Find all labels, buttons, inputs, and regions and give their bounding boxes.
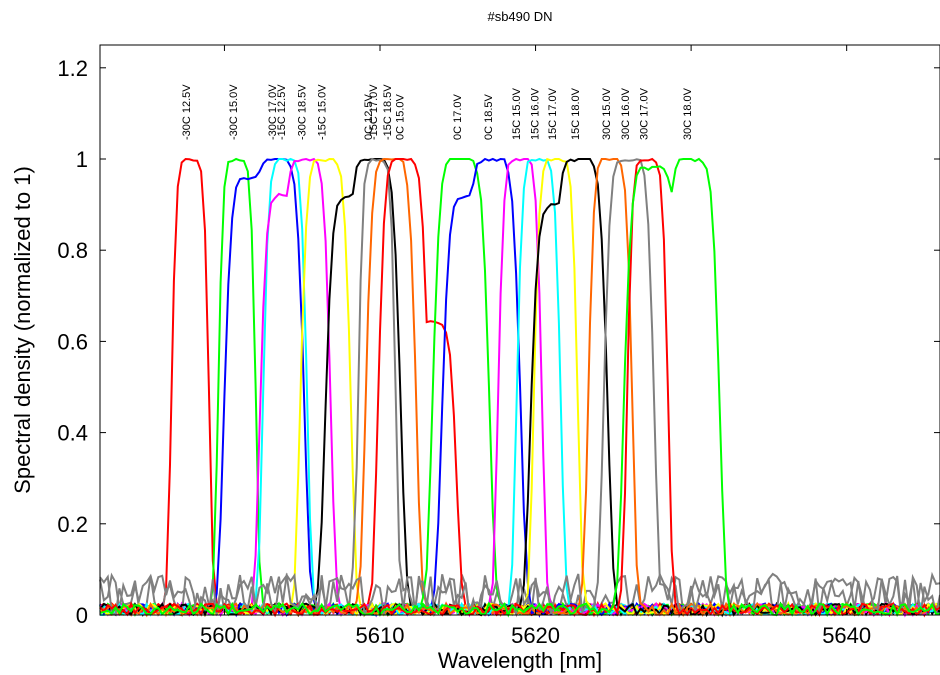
chart-title: #sb490 DN <box>487 9 552 24</box>
x-tick-label: 5630 <box>667 623 716 648</box>
series-label-11: 0C 17.0V <box>452 93 464 140</box>
y-tick-label: 0.6 <box>57 329 88 354</box>
y-tick-label: 1 <box>76 147 88 172</box>
series-label-17: 30C 15.0V <box>601 87 613 140</box>
y-tick-label: 0.8 <box>57 238 88 263</box>
series-label-1: -30C 12.5V <box>181 84 193 140</box>
series-label-15: 15C 17.0V <box>547 87 559 140</box>
plot-frame <box>99 44 940 616</box>
x-axis-label: Wavelength [nm] <box>438 648 602 673</box>
x-tick-label: 5600 <box>200 623 249 648</box>
series-label-5: -30C 18.5V <box>296 84 308 140</box>
series-line-18 <box>99 158 940 619</box>
series-label-19: 30C 17.0V <box>639 87 651 140</box>
series-label-4: -15C 12.5V <box>276 84 288 140</box>
series-label-13: 15C 15.0V <box>511 87 523 140</box>
tick-layer: 5600 5610 5620 5630 5640 0 0.2 0.4 0.6 0.8 1 1.2 <box>57 45 940 648</box>
series-label-3: -30C 17.0V <box>267 84 279 140</box>
series-line-12 <box>99 157 940 618</box>
series-label-2: -30C 15.0V <box>228 84 240 140</box>
series-label-20: 30C 18.0V <box>682 87 694 140</box>
series-layer <box>99 157 940 619</box>
series-label-6: -15C 15.0V <box>317 84 329 140</box>
series-label-18: 30C 16.0V <box>620 87 632 140</box>
x-tick-label: 5620 <box>511 623 560 648</box>
series-label-7: 0C 12.5V <box>363 93 375 140</box>
series-label-9: -15C 18.5V <box>382 84 394 140</box>
series-line-20 <box>99 157 940 618</box>
x-tick-label: 5640 <box>822 623 871 648</box>
y-tick-label: 1.2 <box>57 56 88 81</box>
y-tick-label: 0.4 <box>57 421 88 446</box>
y-tick-label: 0 <box>76 603 88 628</box>
series-label-14: 15C 16.0V <box>530 87 542 140</box>
series-label-layer: -30C 12.5V -30C 15.0V -30C 17.0V-15C 12.5V… <box>181 84 694 140</box>
y-axis-label: Spectral density (normalized to 1) <box>10 166 35 494</box>
x-tick-label: 5610 <box>356 623 405 648</box>
series-label-12: 0C 18.5V <box>483 93 495 140</box>
series-label-8: -15C 17.0V <box>368 84 380 140</box>
series-label-16: 15C 18.0V <box>570 87 582 140</box>
series-label-10: 0C 15.0V <box>394 93 406 140</box>
y-tick-label: 0.2 <box>57 512 88 537</box>
